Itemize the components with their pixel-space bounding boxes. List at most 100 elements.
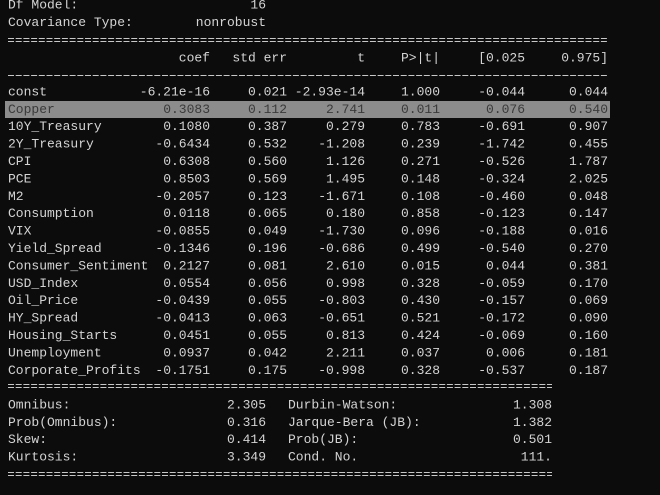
row-label: VIX — [8, 224, 32, 239]
cell: 0.560 — [248, 154, 287, 169]
row-label: Yield_Spread — [8, 241, 102, 256]
row-label: Oil_Price — [8, 293, 78, 308]
cell: -0.044 — [478, 84, 525, 99]
cell: 0.055 — [248, 328, 287, 343]
stat-label: Kurtosis: — [8, 450, 78, 465]
cell: 2.741 — [326, 102, 365, 117]
cell: -0.1346 — [155, 241, 210, 256]
cell: 0.239 — [401, 137, 440, 152]
cell: 0.090 — [569, 311, 608, 326]
cell: 0.387 — [248, 119, 287, 134]
cell: -0.2057 — [155, 189, 210, 204]
row-label: Copper — [8, 102, 55, 117]
cell: 0.170 — [569, 276, 608, 291]
cell: -0.188 — [478, 224, 525, 239]
cell: 0.076 — [486, 102, 525, 117]
row-label: Housing_Starts — [8, 328, 117, 343]
stat-label: Jarque-Bera (JB): — [288, 415, 421, 430]
row-label: const — [8, 84, 47, 99]
cell: 2.211 — [326, 345, 365, 360]
cell: 0.381 — [569, 258, 608, 273]
cell: 0.011 — [401, 102, 440, 117]
cell: 0.148 — [401, 171, 440, 186]
column-header: [0.025 — [478, 50, 525, 65]
row-label: PCE — [8, 171, 32, 186]
stat-value: 111. — [521, 450, 552, 465]
separator — [8, 472, 552, 476]
row-label: Consumer_Sentiment — [8, 258, 148, 273]
cell: -0.172 — [478, 311, 525, 326]
cell: -1.208 — [318, 137, 365, 152]
cell: 0.2127 — [163, 258, 210, 273]
cell: 0.096 — [401, 224, 440, 239]
cell: 0.3083 — [163, 102, 210, 117]
cell: -2.93e-14 — [295, 84, 365, 99]
cell: -0.540 — [478, 241, 525, 256]
cell: 0.187 — [569, 363, 608, 378]
stat-value: 1.308 — [513, 397, 552, 412]
cell: 0.021 — [248, 84, 287, 99]
cell: -0.0439 — [155, 293, 210, 308]
row-label: CPI — [8, 154, 31, 169]
cell: -0.691 — [478, 119, 525, 134]
stat-value: 2.305 — [227, 397, 266, 412]
row-label: Corporate_Profits — [8, 363, 141, 378]
cell: -0.803 — [318, 293, 365, 308]
stat-label: Prob(JB): — [288, 432, 358, 447]
selection-highlight — [5, 101, 610, 118]
cell: -0.0855 — [155, 224, 210, 239]
cell: 0.0554 — [163, 276, 210, 291]
cell: 0.0118 — [163, 206, 210, 221]
cell: 0.569 — [248, 171, 287, 186]
cell: 0.328 — [401, 276, 440, 291]
column-header: std err — [232, 50, 287, 65]
cell: 0.112 — [248, 102, 287, 117]
cell: 1.000 — [401, 84, 440, 99]
cell: 0.0451 — [163, 328, 210, 343]
cell: 0.081 — [248, 258, 287, 273]
cell: 0.056 — [248, 276, 287, 291]
cell: 0.532 — [248, 137, 287, 152]
cell: -0.998 — [318, 363, 365, 378]
cell: 0.042 — [248, 345, 287, 360]
cell: -1.742 — [478, 137, 525, 152]
cell: 0.0937 — [163, 345, 210, 360]
cell: 0.328 — [401, 363, 440, 378]
header-value: 16 — [250, 0, 266, 12]
cell: 0.279 — [326, 119, 365, 134]
row-label: Unemployment — [8, 345, 102, 360]
cell: 0.271 — [401, 154, 440, 169]
row-label: 2Y_Treasury — [8, 137, 94, 152]
cell: 0.180 — [326, 206, 365, 221]
cell: 0.048 — [569, 189, 608, 204]
cell: -1.671 — [318, 189, 365, 204]
cell: -0.324 — [478, 171, 525, 186]
stat-label: Durbin-Watson: — [288, 397, 397, 412]
cell: 0.044 — [486, 258, 525, 273]
row-label: Consumption — [8, 206, 94, 221]
stat-value: 0.501 — [513, 432, 552, 447]
cell: -1.730 — [318, 224, 365, 239]
stat-label: Cond. No. — [288, 450, 358, 465]
cell: 2.025 — [569, 171, 608, 186]
cell: 0.160 — [569, 328, 608, 343]
cell: -0.526 — [478, 154, 525, 169]
row-label: USD_Index — [8, 276, 78, 291]
stat-label: Omnibus: — [8, 397, 70, 412]
column-header: t — [357, 50, 365, 65]
stat-value: 1.382 — [513, 415, 552, 430]
stat-label: Prob(Omnibus): — [8, 415, 117, 430]
cell: -0.1751 — [155, 363, 210, 378]
header-value: nonrobust — [196, 15, 266, 30]
cell: 0.521 — [401, 311, 440, 326]
cell: -0.123 — [478, 206, 525, 221]
cell: 0.813 — [326, 328, 365, 343]
cell: 0.063 — [248, 311, 287, 326]
cell: 0.037 — [401, 345, 440, 360]
cell: 0.065 — [248, 206, 287, 221]
cell: 0.069 — [569, 293, 608, 308]
cell: 0.016 — [569, 224, 608, 239]
